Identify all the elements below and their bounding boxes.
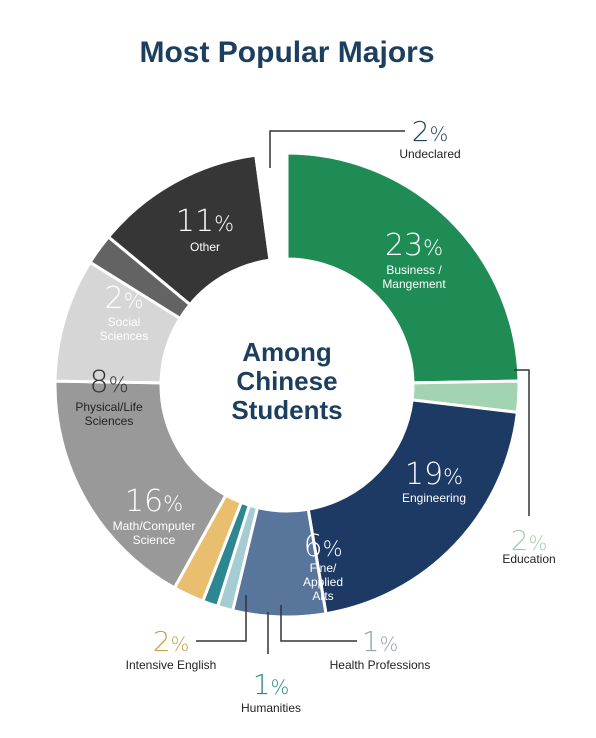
pie-slices [53, 151, 521, 619]
name-label-other: Other [190, 240, 220, 254]
chart-title: Most Popular Majors [139, 36, 434, 69]
pct-label-undeclared: 2% [412, 115, 448, 148]
center-label-line: Among [242, 337, 332, 367]
slice-undeclared [254, 151, 289, 262]
name-label-humanities: Humanities [241, 701, 301, 715]
pct-label-education: 2% [511, 524, 547, 557]
pct-label-social-sciences: 2% [104, 281, 143, 316]
pct-label-other: 11% [176, 204, 234, 239]
name-label-physical-life-sciences: Physical/Life Sciences [75, 400, 143, 428]
center-label-line: Students [231, 395, 342, 425]
name-label-business-mangement: Business / Mangement [382, 263, 446, 291]
name-label-math-computer-science: Math/Computer Science [113, 519, 196, 547]
pct-label-business-mangement: 23% [385, 228, 443, 263]
pct-label-humanities: 1% [253, 668, 289, 701]
slice-engineering [306, 398, 520, 616]
slice-labels: 23%Business / Mangement2%Education19%Engi… [75, 115, 555, 715]
pct-label-engineering: 19% [405, 457, 463, 492]
pct-label-health-professions: 1% [362, 625, 398, 658]
center-label-line: Chinese [236, 366, 337, 396]
leader-line-intensive-english [196, 595, 247, 642]
pct-label-math-computer-science: 16% [125, 484, 183, 519]
name-label-engineering: Engineering [402, 491, 466, 505]
slice-business-mangement [285, 151, 521, 385]
name-label-undeclared: Undeclared [399, 147, 460, 161]
slice-math-computer-science [53, 379, 228, 590]
name-label-health-professions: Health Professions [330, 658, 431, 672]
pct-label-physical-life-sciences: 8% [89, 365, 128, 400]
pct-label-intensive-english: 2% [153, 625, 189, 658]
name-label-fine-applied-arts: Fine/Applied Arts [303, 561, 343, 603]
leader-line-health-professions [280, 605, 357, 642]
name-label-education: Education [502, 552, 555, 566]
name-label-social-sciences: Social Sciences [100, 315, 149, 343]
name-label-intensive-english: Intensive English [126, 658, 217, 672]
leader-line-education [514, 369, 530, 516]
leader-line-undeclared [269, 130, 405, 168]
pct-label-fine-applied-arts: 6% [303, 529, 342, 564]
